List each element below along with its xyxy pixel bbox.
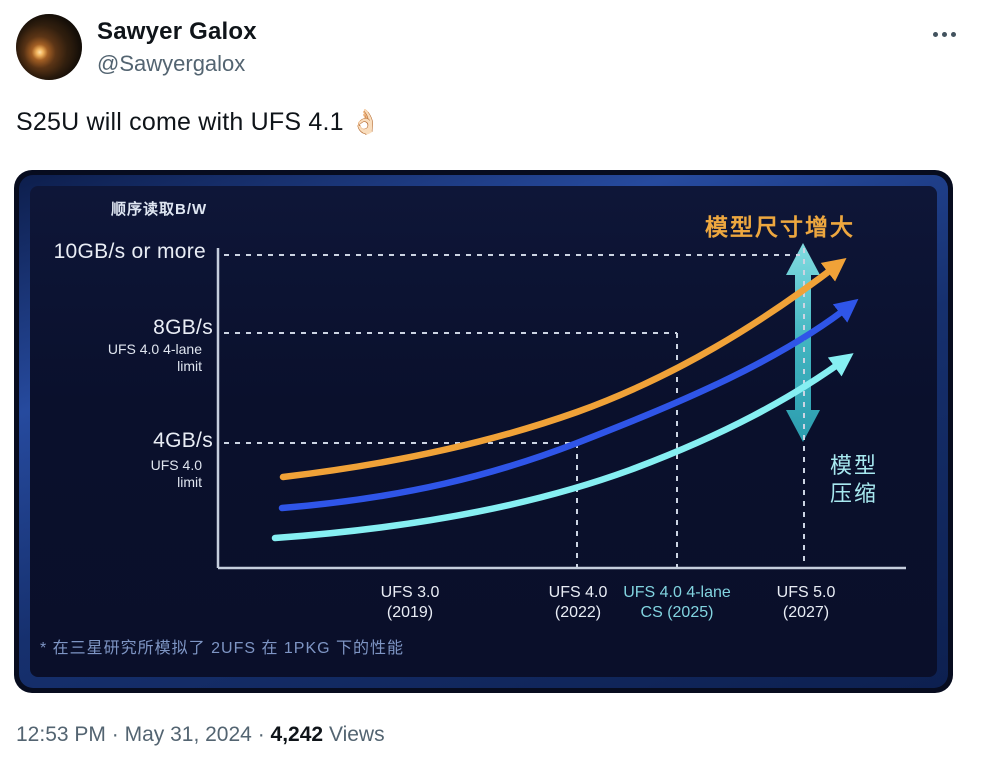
curve-orange-large-model	[279, 258, 847, 481]
y-tick-10gbps: 10GB/s or more	[53, 240, 206, 263]
dot	[932, 31, 938, 37]
y-tick-8gbps-sub: UFS 4.0 4-lane limit	[107, 341, 202, 374]
dot	[950, 31, 956, 37]
chart-footnote: * 在三星研究所模拟了 2UFS 在 1PKG 下的性能	[40, 640, 405, 657]
x-tick-ufs3: UFS 3.0 (2019)	[380, 584, 440, 621]
annotation-model-size-up: 模型尺寸增大	[705, 214, 855, 240]
avatar[interactable]	[16, 14, 82, 80]
timestamp-date: May 31, 2024	[124, 723, 252, 746]
chart-axes	[216, 248, 906, 570]
curve-cyan-compressed-model	[271, 353, 854, 542]
timestamp-time: 12:53 PM	[16, 723, 106, 746]
x-tick-ufs4: UFS 4.0 (2022)	[548, 584, 608, 621]
chart-panel	[30, 186, 937, 677]
reference-dashed-lines	[224, 248, 805, 568]
views-count[interactable]: 4,242	[270, 723, 324, 746]
more-options-icon[interactable]	[922, 20, 966, 48]
author-handle[interactable]: @Sawyergalox	[97, 51, 246, 76]
chart-title: 顺序读取B/W	[111, 201, 208, 218]
views-label: Views	[328, 723, 385, 746]
ok-hand-emoji: 👌🏻	[350, 109, 381, 136]
curve-blue-middle	[278, 298, 859, 512]
chart-canvas	[216, 243, 906, 570]
x-tick-ufs5: UFS 5.0 (2027)	[776, 584, 836, 621]
tweet-footer: 12:53 PM · May 31, 2024 · 4,242 Views	[16, 723, 385, 747]
tweet-text: S25U will come with UFS 4.1 👌🏻	[16, 108, 381, 137]
y-tick-8gbps: 8GB/s	[153, 316, 213, 339]
y-tick-4gbps-sub: UFS 4.0 limit	[150, 457, 202, 490]
model-size-double-arrow-icon	[786, 243, 820, 442]
tweet-text-content: S25U will come with UFS 4.1	[16, 108, 344, 136]
x-tick-ufs4-4lane: UFS 4.0 4-lane CS (2025)	[623, 584, 731, 621]
tweet-image-chart[interactable]: 顺序读取B/W 10GB/s or more 8GB/s UFS 4.0 4-l…	[14, 170, 953, 693]
separator-dot: ·	[111, 723, 119, 746]
annotation-model-compression: 模型 压缩	[829, 453, 878, 506]
dot	[941, 31, 947, 37]
y-tick-4gbps: 4GB/s	[153, 429, 213, 452]
author-name[interactable]: Sawyer Galox	[97, 18, 257, 45]
separator-dot: ·	[257, 723, 265, 746]
